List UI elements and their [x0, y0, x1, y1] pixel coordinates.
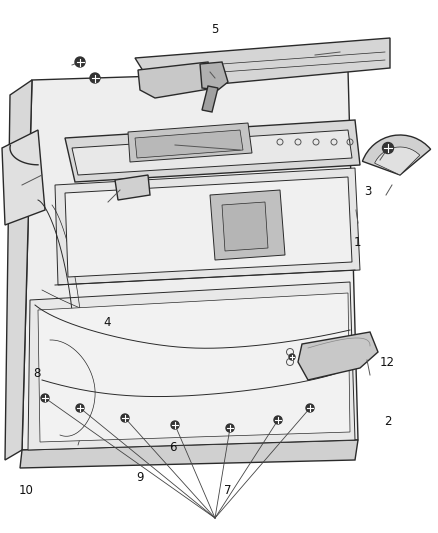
Polygon shape [65, 120, 360, 182]
Polygon shape [38, 293, 350, 442]
Polygon shape [210, 190, 285, 260]
Polygon shape [20, 440, 358, 468]
Circle shape [289, 354, 295, 360]
Text: 9: 9 [136, 471, 144, 483]
Polygon shape [200, 62, 228, 90]
Text: 3: 3 [364, 185, 371, 198]
Circle shape [226, 424, 234, 432]
Text: 7: 7 [224, 484, 232, 497]
Circle shape [41, 394, 49, 402]
Polygon shape [55, 168, 360, 285]
Polygon shape [28, 282, 355, 450]
Polygon shape [135, 130, 243, 158]
Polygon shape [115, 175, 150, 200]
Polygon shape [202, 86, 218, 112]
Text: 1: 1 [353, 236, 361, 249]
Circle shape [76, 404, 84, 412]
Circle shape [306, 404, 314, 412]
Text: 4: 4 [103, 316, 111, 329]
Text: 10: 10 [19, 484, 34, 497]
Polygon shape [222, 202, 268, 251]
Polygon shape [298, 332, 378, 380]
Text: 8: 8 [34, 367, 41, 379]
Text: 2: 2 [384, 415, 392, 427]
Circle shape [274, 416, 282, 424]
Circle shape [382, 142, 393, 154]
Polygon shape [72, 130, 352, 175]
Circle shape [121, 414, 129, 422]
Text: 12: 12 [380, 356, 395, 369]
Polygon shape [65, 177, 352, 277]
Text: 6: 6 [169, 441, 177, 454]
Circle shape [90, 73, 100, 83]
Polygon shape [5, 80, 32, 460]
Polygon shape [135, 38, 390, 90]
Polygon shape [138, 62, 215, 98]
Text: 5: 5 [211, 23, 218, 36]
Polygon shape [128, 123, 252, 162]
Polygon shape [2, 130, 45, 225]
Circle shape [171, 421, 179, 429]
Polygon shape [22, 70, 358, 450]
Wedge shape [374, 147, 420, 175]
Circle shape [75, 57, 85, 67]
Wedge shape [362, 135, 431, 175]
